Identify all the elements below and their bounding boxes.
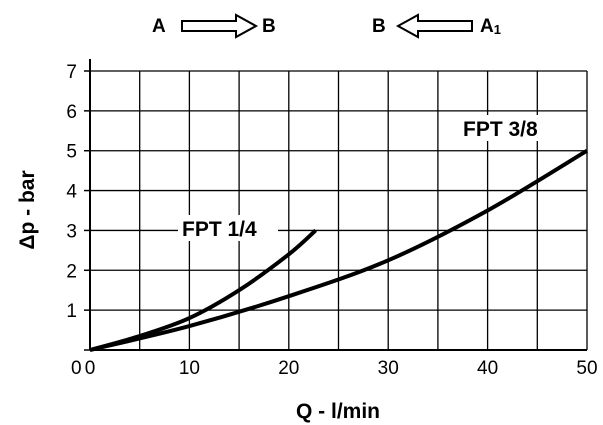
origin-tick-label: 0 <box>71 358 82 379</box>
y-tick-label: 6 <box>66 102 77 123</box>
series-label-background <box>459 115 559 141</box>
y-tick-label: 7 <box>66 62 77 83</box>
x-tick-label: 20 <box>278 358 299 379</box>
series-labels: FPT 1/4 FPT 3/8 <box>178 115 559 241</box>
flow-a1-subscript: 1 <box>494 22 501 37</box>
y-axis-label: Δp - bar <box>16 170 39 249</box>
tick-labels: 0 10 20 30 40 50 1 2 3 4 5 6 7 0 <box>66 62 597 379</box>
x-axis-label: Q - l/min <box>296 400 380 423</box>
flow-b-label-2: B <box>372 16 386 37</box>
y-tick-label: 5 <box>66 142 77 163</box>
grid <box>84 59 588 351</box>
series-label-1: FPT 1/4 <box>182 218 257 241</box>
y-tick-label: 1 <box>66 301 77 322</box>
series-label-2: FPT 3/8 <box>463 118 538 141</box>
series-line-1 <box>89 228 317 352</box>
x-tick-label: 50 <box>576 358 597 379</box>
flow-a1-label: A1 <box>480 16 501 37</box>
series-label-background <box>178 215 278 241</box>
x-tick-label: 30 <box>378 358 399 379</box>
series-lines <box>89 149 589 352</box>
x-tick-label: 10 <box>179 358 200 379</box>
y-tick-label: 3 <box>66 221 77 242</box>
flow-b-label: B <box>262 16 276 37</box>
y-tick-label: 4 <box>66 182 77 203</box>
y-tick-label: 2 <box>66 261 77 282</box>
flow-a-label: A <box>152 16 166 37</box>
x-tick-label: 40 <box>477 358 498 379</box>
left-arrow-icon <box>395 13 473 39</box>
flow-direction-b-to-a1: B A1 <box>372 13 501 39</box>
series-line-2 <box>89 149 589 352</box>
x-tick-label: 0 <box>85 358 96 379</box>
flow-direction-a-to-b: A B <box>152 13 276 39</box>
right-arrow-icon <box>181 13 259 39</box>
